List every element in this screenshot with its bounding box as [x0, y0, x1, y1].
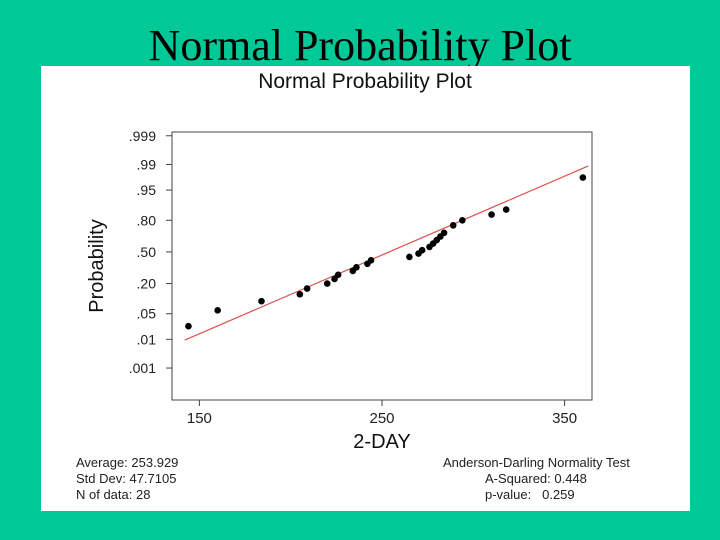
data-point	[459, 216, 466, 224]
data-point	[258, 297, 265, 305]
data-point	[334, 271, 342, 279]
data-point	[502, 206, 510, 213]
stats-std-dev: Std Dev: 47.7105	[76, 471, 177, 486]
plot-frame	[171, 131, 593, 401]
data-point	[440, 229, 448, 237]
data-point	[367, 256, 375, 264]
y-tick-label: .50	[137, 244, 157, 260]
data-point	[406, 253, 413, 261]
stats-right: Anderson-Darling Normality Test A-Square…	[443, 455, 630, 503]
y-tick-label: .001	[129, 360, 156, 376]
normal-probability-chart: Normal Probability Plot .001 .01 .05 .20 .50.…	[86, 70, 593, 453]
ad-a-squared: A-Squared: 0.448	[485, 471, 587, 486]
stats-n: N of data: 28	[76, 487, 151, 502]
data-point	[296, 290, 304, 298]
slide-title: Normal Probability Plot	[148, 21, 572, 70]
data-point	[353, 264, 360, 271]
data-point	[488, 211, 495, 218]
data-point	[185, 322, 192, 330]
y-tick-label: .20	[137, 276, 157, 292]
y-axis-label: Probability	[86, 219, 108, 312]
y-tick-label: .05	[137, 306, 157, 322]
chart-panel: Normal Probability Plot .001 .01 .05 .20 .50.…	[41, 66, 690, 511]
y-tick-label: .95	[137, 182, 157, 198]
data-point	[449, 222, 457, 229]
data-point	[579, 174, 587, 181]
data-point	[418, 246, 426, 254]
ad-test-title: Anderson-Darling Normality Test	[443, 455, 630, 470]
y-tick-label: .99	[137, 156, 157, 172]
x-tick-label: 150	[187, 410, 212, 427]
y-tick-label: .01	[137, 331, 157, 347]
y-tick-label: .80	[137, 212, 157, 228]
chart-title: Normal Probability Plot	[258, 70, 472, 93]
ad-p-value: p-value: 0.259	[485, 487, 575, 502]
data-point	[323, 280, 331, 287]
y-tick-label: .999	[129, 128, 156, 144]
x-tick-label: 250	[369, 410, 394, 427]
data-point	[214, 307, 221, 314]
data-point	[303, 285, 311, 292]
stats-left: Average: 253.929 Std Dev: 47.7105 N of d…	[76, 455, 178, 503]
stats-average: Average: 253.929	[76, 455, 179, 470]
fit-line	[184, 165, 589, 341]
x-axis-label: 2-DAY	[353, 431, 410, 453]
x-tick-label: 350	[552, 410, 577, 427]
